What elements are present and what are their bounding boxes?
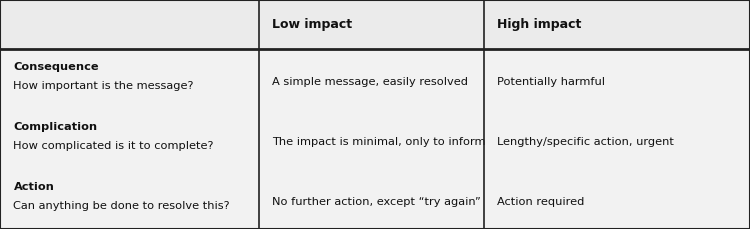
Text: High impact: High impact: [497, 18, 582, 31]
Text: Action required: Action required: [497, 197, 585, 207]
Text: Potentially harmful: Potentially harmful: [497, 77, 605, 87]
Text: Consequence: Consequence: [13, 62, 99, 72]
Text: Can anything be done to resolve this?: Can anything be done to resolve this?: [13, 201, 230, 211]
Text: Action: Action: [13, 182, 54, 192]
Text: How complicated is it to complete?: How complicated is it to complete?: [13, 141, 214, 151]
Text: A simple message, easily resolved: A simple message, easily resolved: [272, 77, 468, 87]
Text: Complication: Complication: [13, 122, 98, 132]
Text: The impact is minimal, only to inform: The impact is minimal, only to inform: [272, 137, 486, 147]
Text: Low impact: Low impact: [272, 18, 352, 31]
Text: No further action, except “try again”: No further action, except “try again”: [272, 197, 481, 207]
Bar: [0, 49, 750, 229]
Text: Lengthy/specific action, urgent: Lengthy/specific action, urgent: [497, 137, 674, 147]
Text: How important is the message?: How important is the message?: [13, 81, 194, 91]
Bar: [0, 0, 750, 49]
